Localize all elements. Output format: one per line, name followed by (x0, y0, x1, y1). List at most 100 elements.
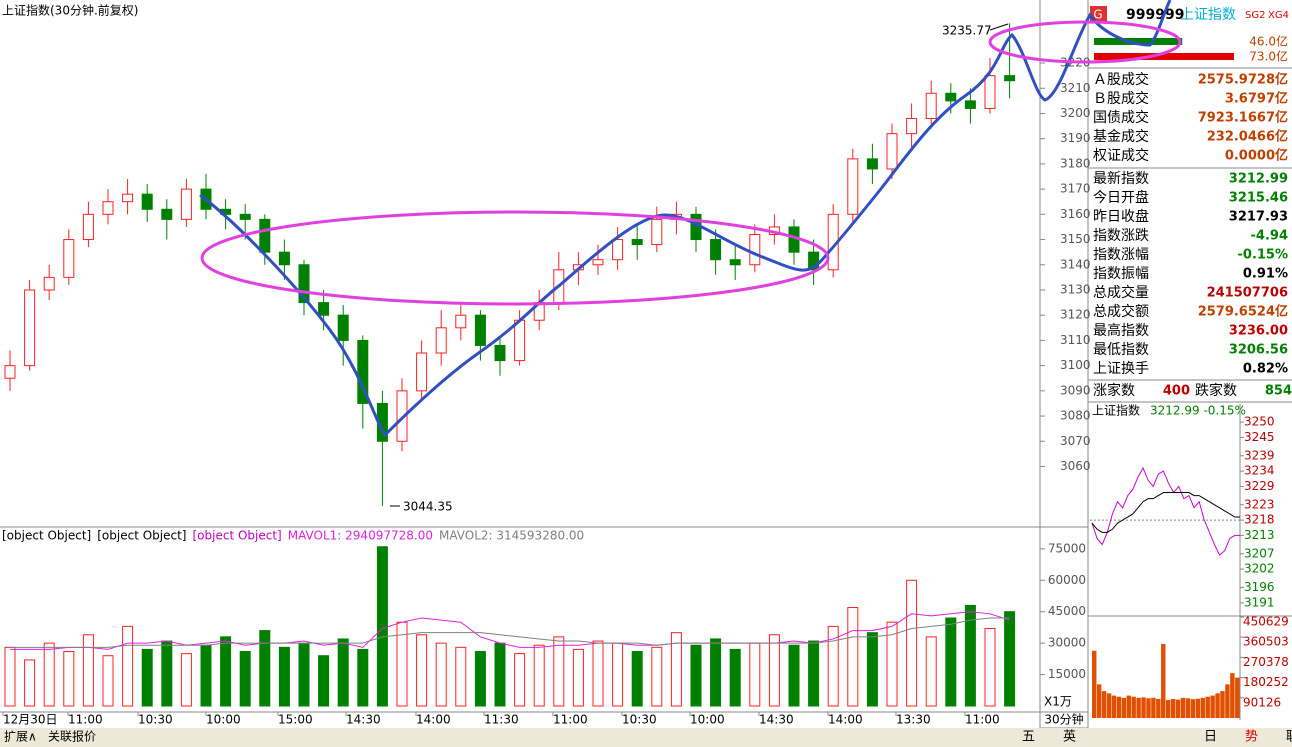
volume-bar (514, 653, 526, 707)
y-tick-label: 75000 (1048, 541, 1086, 555)
volume-bar (455, 646, 467, 707)
y-tick-label: 45000 (1048, 604, 1086, 618)
volume-bar (788, 644, 800, 707)
candle-body (886, 133, 898, 170)
volume-bar (1235, 677, 1240, 718)
row-value: 2579.6524亿 (1198, 304, 1288, 320)
candle-body (612, 239, 624, 261)
row-label: 涨家数 (1093, 382, 1135, 399)
row-label: 最高指数 (1093, 322, 1149, 339)
volume-bar (808, 640, 820, 707)
candle-body (24, 289, 36, 367)
tool-tab[interactable]: 联 (1286, 730, 1292, 745)
y-tick-label: 3170 (1060, 182, 1091, 196)
volume-bar (82, 634, 94, 707)
x-tick-label: 15:00 (278, 713, 313, 727)
candle-body (43, 276, 55, 291)
volume-bar (122, 625, 134, 707)
volume-bar (1190, 699, 1196, 718)
hand-drawn-line (199, 0, 1172, 438)
candle-body (651, 218, 663, 246)
row-label: 指数振幅 (1093, 266, 1149, 282)
y-tick-label: 90126 (1243, 695, 1281, 709)
candle-body (141, 193, 153, 210)
annotation-arrow (989, 23, 1009, 31)
y-tick-label: 3196 (1244, 580, 1275, 594)
volume-bar (631, 651, 643, 707)
volume-unit: X1万 (1044, 695, 1072, 709)
volume-bar (729, 648, 741, 707)
row-label: 上证换手 (1093, 360, 1149, 377)
name: 上证指数 (1180, 7, 1236, 23)
indicator-label: [object Object] (193, 529, 282, 543)
y-tick-label: 3160 (1060, 207, 1091, 221)
volume-bar (239, 651, 251, 707)
volume-bar (435, 642, 447, 707)
mini-title: 上证指数 (1092, 403, 1140, 418)
x-tick-label: 14:00 (828, 713, 863, 727)
volume-bar (1200, 697, 1205, 718)
x-tick-label: 14:30 (346, 713, 381, 727)
y-tick-label: 3070 (1060, 434, 1091, 448)
volume-bar (1156, 698, 1161, 718)
volume-bar (1004, 611, 1016, 707)
volume-bar (1180, 697, 1186, 718)
volume-bar (4, 646, 16, 707)
tool-tab[interactable]: 日 (1204, 730, 1217, 745)
tool-tab[interactable]: 势 (1245, 729, 1258, 745)
volume-bar (847, 607, 859, 707)
row-label: 指数涨幅 (1093, 247, 1149, 263)
y-tick-label: 3210 (1060, 81, 1091, 95)
volume-bar (318, 655, 330, 707)
x-tick-label: 11:00 (965, 713, 1000, 727)
volume-bar (1175, 699, 1181, 718)
tab[interactable]: 关联报价 (48, 729, 96, 744)
row-value: 0.82% (1243, 362, 1288, 377)
legend-entry: MAVOL2: 314593280.00 (439, 529, 584, 543)
tab[interactable]: 扩展∧ (4, 730, 37, 744)
row-value: -0.15% (1238, 248, 1289, 263)
candle-body (494, 344, 506, 362)
x-tick-label: 11:30 (484, 713, 519, 727)
tool-tab[interactable]: 英 (1063, 730, 1076, 745)
flow-bar (1094, 38, 1183, 45)
volume-bar (298, 642, 310, 707)
volume-bar (533, 644, 545, 707)
tool-tab[interactable]: 五 (1022, 730, 1035, 745)
row-value: 854 (1265, 384, 1292, 399)
volume-bar (906, 579, 918, 707)
volume-bar (141, 648, 153, 707)
tag: SG2 (1245, 10, 1265, 21)
volume-bar (474, 651, 486, 707)
volume-bar (768, 634, 780, 707)
y-tick-label: 360503 (1243, 635, 1289, 649)
candle-body (122, 193, 134, 203)
volume-bar (1116, 696, 1122, 718)
candle-body (866, 158, 878, 170)
candle-body (239, 213, 251, 220)
row-value: 3215.46 (1229, 191, 1288, 206)
annotation: 3044.35 (403, 500, 453, 514)
period[interactable]: 30分钟 (1044, 712, 1083, 727)
volume-bar (1215, 693, 1220, 718)
row-label: 最新指数 (1093, 171, 1149, 187)
volume-bar (1151, 697, 1156, 718)
row-label: 基金成交 (1093, 128, 1149, 145)
ma-line (10, 611, 1010, 650)
candle-body (396, 390, 408, 442)
volume-bar (43, 642, 55, 707)
volume-bar (866, 632, 878, 707)
y-tick-label: 3130 (1060, 282, 1091, 296)
row-label: 最低指数 (1093, 342, 1149, 358)
candle-body (729, 259, 741, 266)
y-tick-label: 3250 (1244, 415, 1275, 429)
candle-body (278, 251, 290, 266)
candle-body (906, 118, 918, 135)
row-label: 总成交量 (1093, 284, 1149, 301)
y-tick-label: 3110 (1060, 333, 1091, 347)
y-tick-label: 3180 (1060, 156, 1091, 170)
row-label: 昨日收盘 (1093, 208, 1149, 225)
row-label: 权证成交 (1093, 147, 1149, 164)
y-tick-label: 3080 (1060, 409, 1091, 423)
